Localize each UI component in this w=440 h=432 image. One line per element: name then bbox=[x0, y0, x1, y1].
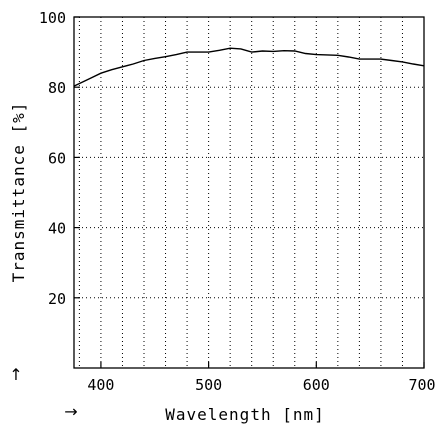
y-tick-label-40: 40 bbox=[48, 220, 66, 238]
series-line-transmittance bbox=[73, 47, 425, 87]
y-tick-labels: 20 40 60 80 100 bbox=[39, 9, 66, 308]
x-tick-label-500: 500 bbox=[195, 376, 222, 394]
y-axis-arrow: ↑ bbox=[9, 365, 22, 384]
x-tick-label-400: 400 bbox=[87, 376, 114, 394]
y-tick-label-20: 20 bbox=[48, 290, 66, 308]
y-tick-label-60: 60 bbox=[48, 149, 66, 167]
y-tick-label-80: 80 bbox=[48, 79, 66, 97]
x-tick-labels: 400 500 600 700 bbox=[87, 376, 435, 394]
plot-frame bbox=[73, 16, 425, 369]
tick-marks bbox=[74, 16, 425, 368]
x-axis-title: Wavelength [nm] bbox=[165, 405, 325, 424]
x-tick-label-600: 600 bbox=[303, 376, 330, 394]
grid-lines bbox=[74, 17, 424, 368]
x-tick-label-700: 700 bbox=[408, 376, 435, 394]
x-axis-arrow: → bbox=[64, 402, 77, 421]
y-tick-label-100: 100 bbox=[39, 9, 66, 27]
y-axis-title: Transmittance [%] bbox=[9, 102, 28, 283]
